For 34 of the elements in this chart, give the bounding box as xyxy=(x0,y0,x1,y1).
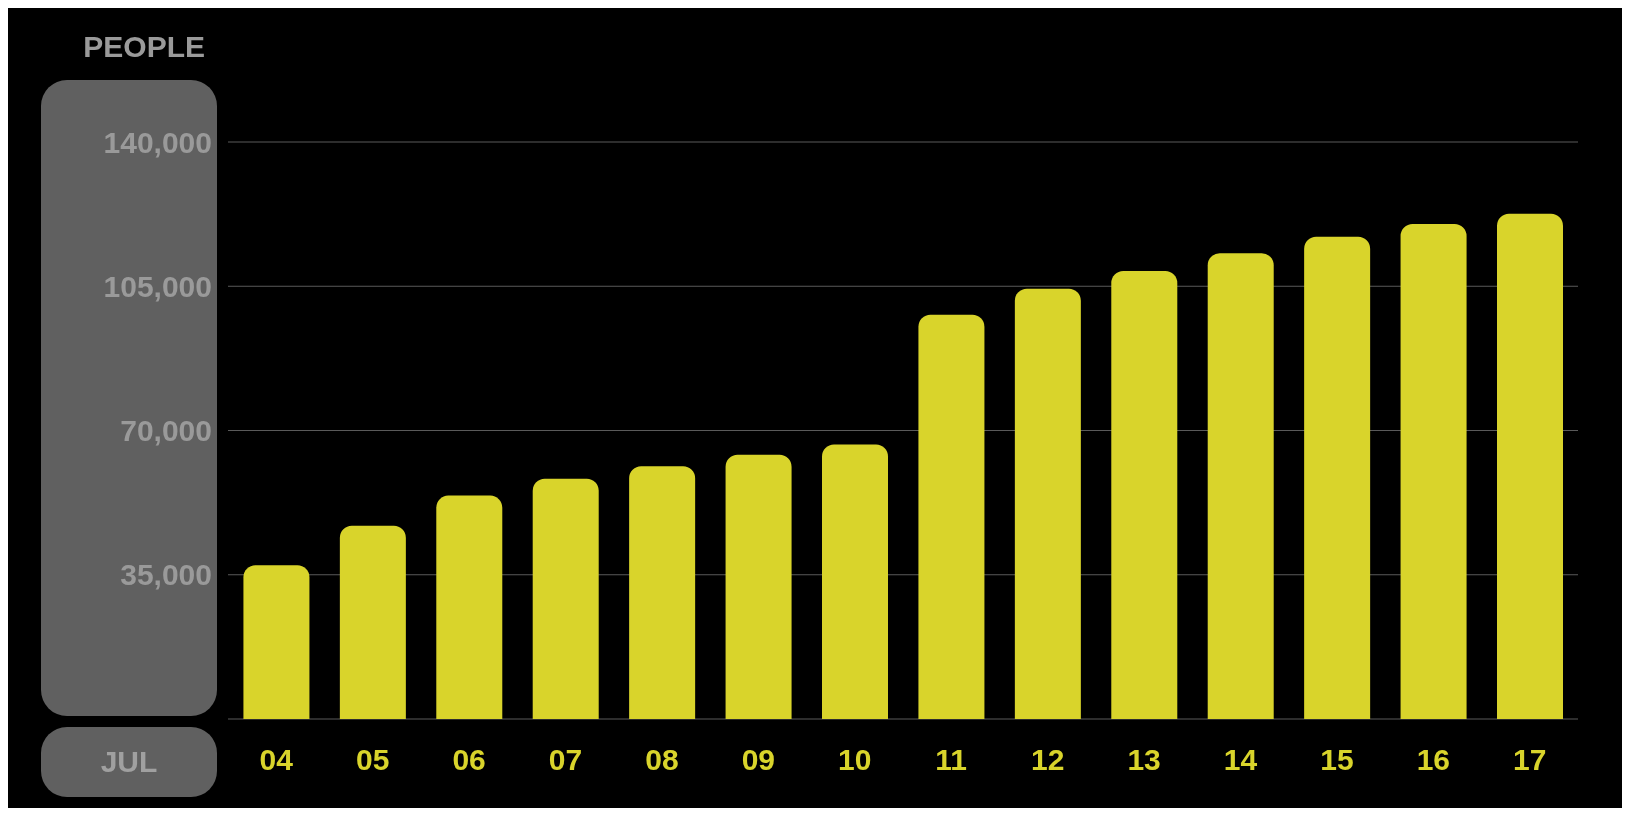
x-tick-label: 15 xyxy=(1320,743,1354,777)
x-tick-label: 04 xyxy=(259,743,294,777)
x-tick-label: 10 xyxy=(838,743,872,777)
bar xyxy=(1497,213,1563,719)
bar xyxy=(243,565,310,719)
x-tick-label: 16 xyxy=(1416,743,1451,777)
x-tick-label: 17 xyxy=(1513,743,1547,777)
y-tick-label: 140,000 xyxy=(103,125,212,159)
x-tick-label: 06 xyxy=(452,743,486,777)
x-tick-label: 08 xyxy=(645,743,679,777)
bar xyxy=(1304,236,1371,719)
x-tick-label: 11 xyxy=(935,743,968,777)
bar xyxy=(725,454,792,719)
y-axis-title: PEOPLE xyxy=(83,30,205,63)
bar xyxy=(1207,253,1274,719)
x-tick-label: 09 xyxy=(741,743,776,777)
y-tick-label: 70,000 xyxy=(120,414,212,448)
x-axis-title: JUL xyxy=(100,745,158,779)
x-tick-label: 13 xyxy=(1127,743,1161,777)
bar xyxy=(918,314,985,719)
bar xyxy=(822,444,888,719)
bar xyxy=(532,478,599,719)
bar xyxy=(1111,271,1178,719)
x-tick-label: 07 xyxy=(548,743,583,777)
y-tick-label: 105,000 xyxy=(103,269,212,303)
bar xyxy=(339,525,406,719)
bar xyxy=(436,495,503,719)
bar xyxy=(629,466,696,719)
x-tick-label: 05 xyxy=(355,743,390,777)
x-tick-label: 12 xyxy=(1030,743,1065,777)
x-tick-label: 14 xyxy=(1223,743,1258,777)
bar xyxy=(1400,224,1467,719)
y-tick-label: 35,000 xyxy=(120,558,212,592)
bar xyxy=(1014,288,1081,719)
